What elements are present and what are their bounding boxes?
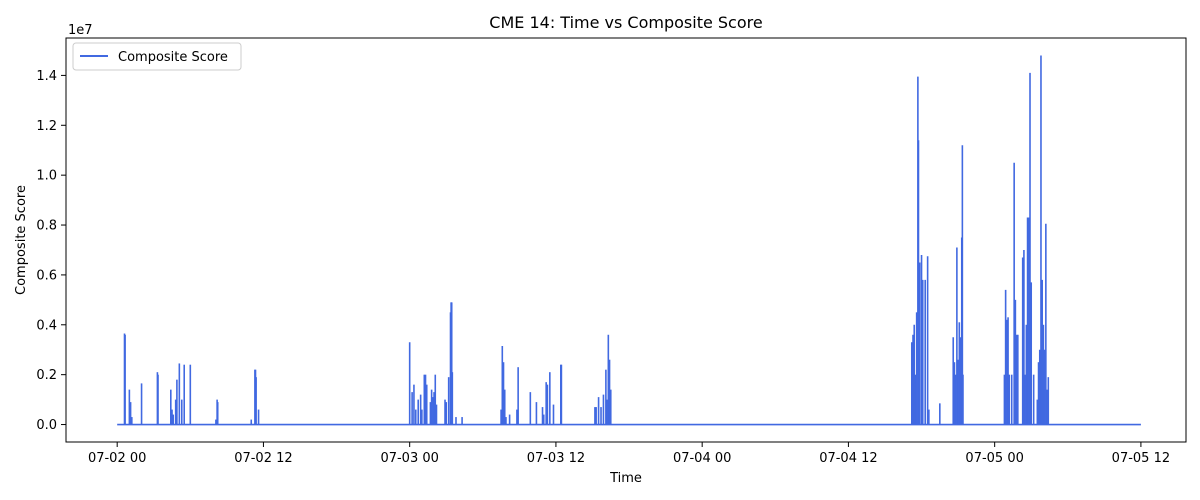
x-tick-label: 07-03 00 [380, 451, 438, 466]
y-tick-label: 0.4 [36, 318, 57, 333]
x-axis-label: Time [609, 471, 642, 486]
legend-label: Composite Score [118, 50, 228, 65]
plot-area [65, 37, 1187, 443]
y-axis-offset-text: 1e7 [68, 23, 93, 38]
y-tick-label: 0.6 [36, 268, 57, 283]
chart-title: CME 14: Time vs Composite Score [489, 13, 762, 32]
x-tick-label: 07-04 12 [819, 451, 877, 466]
x-tick-label: 07-04 00 [673, 451, 731, 466]
x-tick-label: 07-03 12 [527, 451, 585, 466]
x-tick-label: 07-05 00 [965, 451, 1023, 466]
x-tick-label: 07-05 12 [1112, 451, 1170, 466]
y-axis: 0.0 0.2 0.4 0.6 0.8 1.0 1.2 1.4 [36, 69, 66, 433]
y-tick-label: 1.0 [36, 169, 57, 184]
legend: Composite Score [72, 42, 242, 71]
x-tick-label: 07-02 12 [234, 451, 292, 466]
x-tick-label: 07-02 00 [88, 451, 146, 466]
y-tick-label: 1.4 [36, 69, 57, 84]
series-layer [117, 55, 1141, 426]
x-axis: 07-02 00 07-02 12 07-03 00 07-03 12 07-04 00… [88, 442, 1170, 466]
legend-box [72, 42, 242, 71]
y-tick-label: 1.2 [36, 119, 57, 134]
y-tick-label: 0.0 [36, 418, 57, 433]
y-tick-label: 0.8 [36, 219, 57, 234]
plot-frame [65, 37, 1187, 443]
y-tick-label: 0.2 [36, 368, 57, 383]
y-axis-label: Composite Score [14, 185, 29, 295]
